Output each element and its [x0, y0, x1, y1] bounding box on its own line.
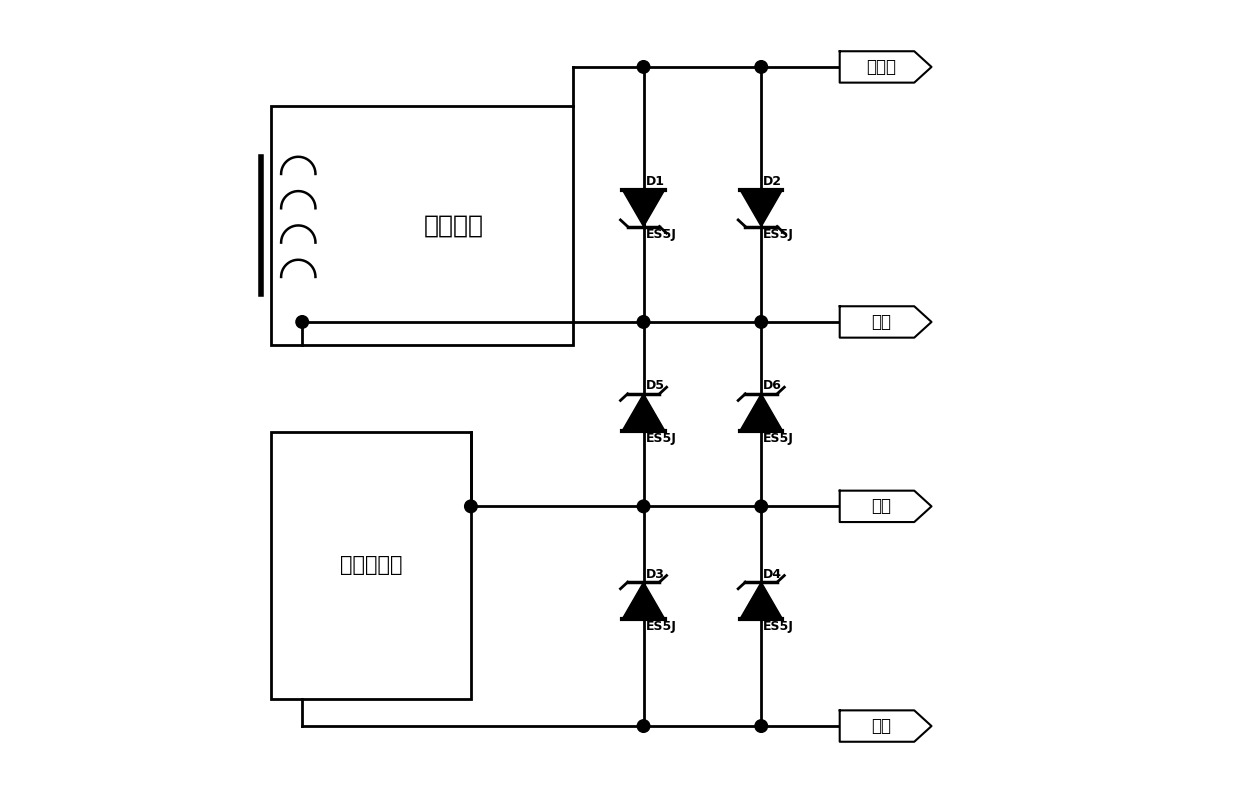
- Text: 信号: 信号: [870, 497, 890, 515]
- Text: D4: D4: [764, 568, 782, 580]
- Text: 驱动线圈: 驱动线圈: [423, 214, 484, 238]
- Text: ES5J: ES5J: [646, 432, 677, 445]
- Circle shape: [637, 60, 650, 73]
- Circle shape: [755, 500, 768, 512]
- Polygon shape: [839, 52, 931, 82]
- Text: D3: D3: [646, 568, 665, 580]
- Polygon shape: [740, 394, 782, 431]
- Text: 距离感应器: 距离感应器: [340, 555, 402, 575]
- Circle shape: [637, 720, 650, 733]
- Polygon shape: [839, 491, 931, 522]
- Circle shape: [637, 316, 650, 328]
- Text: D2: D2: [764, 175, 782, 188]
- Polygon shape: [622, 394, 665, 431]
- Polygon shape: [622, 190, 665, 227]
- Circle shape: [755, 720, 768, 733]
- Text: D5: D5: [646, 379, 665, 393]
- Text: ES5J: ES5J: [764, 620, 795, 634]
- Circle shape: [755, 60, 768, 73]
- Text: ES5J: ES5J: [646, 228, 677, 241]
- Polygon shape: [839, 711, 931, 741]
- Polygon shape: [622, 582, 665, 619]
- Text: ES5J: ES5J: [764, 228, 795, 241]
- Text: 控制端: 控制端: [866, 58, 897, 76]
- Text: D1: D1: [646, 175, 665, 188]
- Circle shape: [296, 316, 309, 328]
- Polygon shape: [740, 190, 782, 227]
- Text: ES5J: ES5J: [764, 432, 795, 445]
- Polygon shape: [740, 582, 782, 619]
- Text: D6: D6: [764, 379, 782, 393]
- Circle shape: [755, 316, 768, 328]
- Polygon shape: [839, 306, 931, 338]
- Text: ES5J: ES5J: [646, 620, 677, 634]
- Text: 正极: 正极: [870, 313, 890, 331]
- Circle shape: [465, 500, 477, 512]
- Text: 负极: 负极: [870, 717, 890, 735]
- Circle shape: [637, 500, 650, 512]
